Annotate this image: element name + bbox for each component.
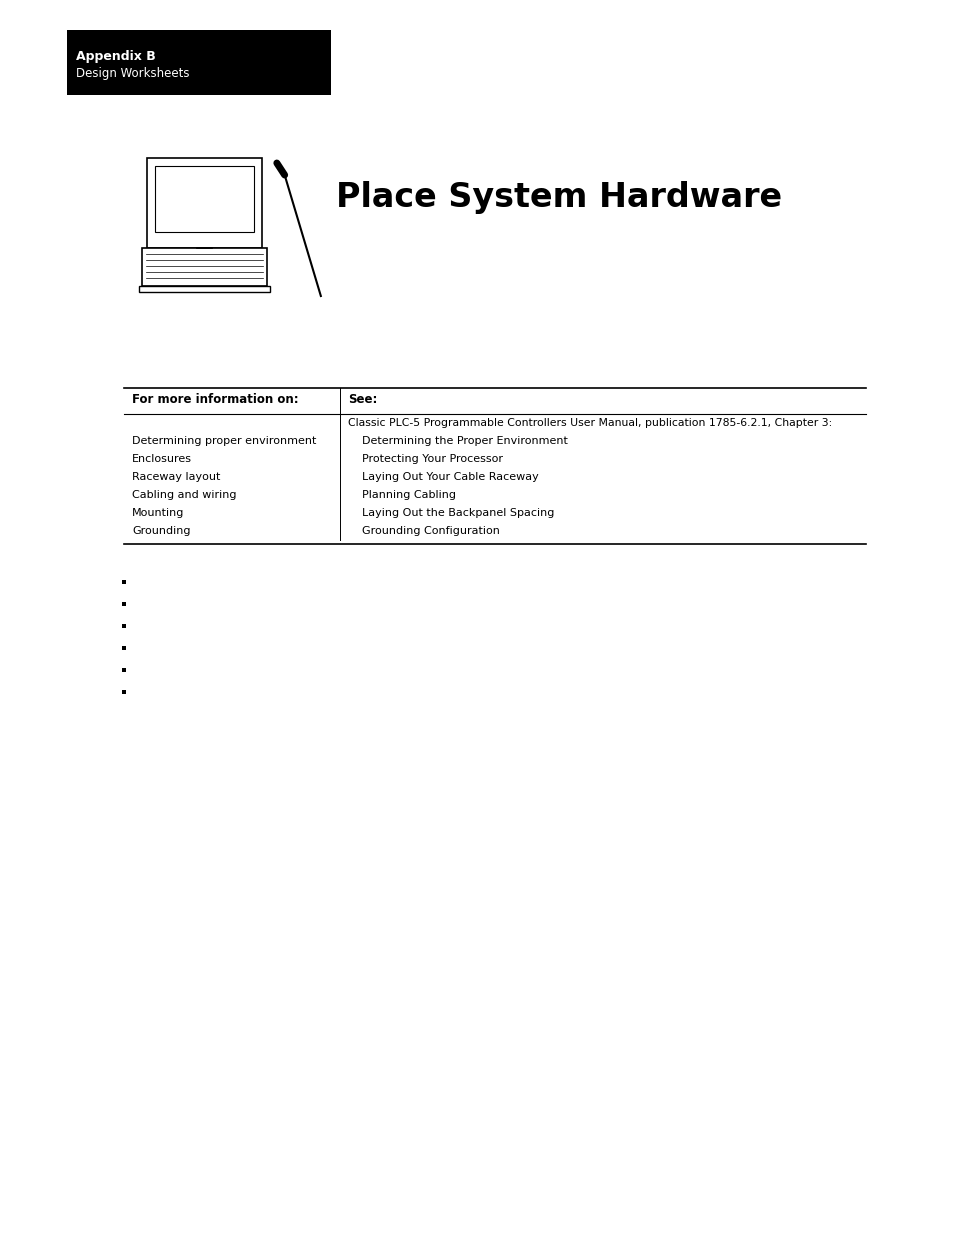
Bar bbox=[154, 165, 254, 232]
Text: Enclosures: Enclosures bbox=[132, 454, 192, 464]
Text: Mounting: Mounting bbox=[132, 508, 184, 517]
Bar bbox=[139, 287, 270, 291]
Text: Planning Cabling: Planning Cabling bbox=[361, 490, 456, 500]
Text: For more information on:: For more information on: bbox=[132, 393, 298, 406]
Text: Classic PLC-5 Programmable Controllers User Manual, publication 1785-6.2.1, Chap: Classic PLC-5 Programmable Controllers U… bbox=[348, 417, 832, 429]
Bar bbox=[67, 30, 331, 95]
Text: Raceway layout: Raceway layout bbox=[132, 472, 220, 482]
Text: Laying Out Your Cable Raceway: Laying Out Your Cable Raceway bbox=[361, 472, 538, 482]
Bar bbox=[147, 158, 262, 248]
Text: Appendix B: Appendix B bbox=[76, 49, 156, 63]
Text: Design Worksheets: Design Worksheets bbox=[76, 67, 190, 80]
Text: Laying Out the Backpanel Spacing: Laying Out the Backpanel Spacing bbox=[361, 508, 554, 517]
Text: Cabling and wiring: Cabling and wiring bbox=[132, 490, 236, 500]
Text: Place System Hardware: Place System Hardware bbox=[335, 182, 781, 215]
Text: Grounding Configuration: Grounding Configuration bbox=[361, 526, 499, 536]
Bar bbox=[142, 248, 267, 287]
Text: Determining proper environment: Determining proper environment bbox=[132, 436, 316, 446]
Text: Protecting Your Processor: Protecting Your Processor bbox=[361, 454, 502, 464]
Text: See:: See: bbox=[348, 393, 377, 406]
Text: Determining the Proper Environment: Determining the Proper Environment bbox=[361, 436, 567, 446]
Text: Grounding: Grounding bbox=[132, 526, 191, 536]
